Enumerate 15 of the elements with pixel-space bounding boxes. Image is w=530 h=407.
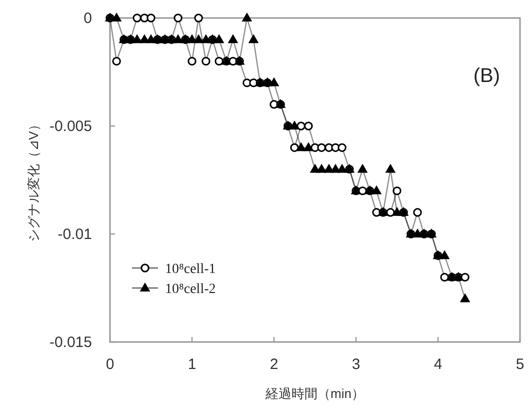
x-tick-label: 3 (352, 356, 360, 373)
x-tick-label: 0 (106, 356, 114, 373)
legend-label: 10⁸cell-1 (165, 262, 216, 277)
annotation: (B) (473, 65, 500, 87)
y-axis-title: シグナル変化（⊿V） (26, 118, 41, 242)
y-tick-label: -0.015 (49, 334, 92, 351)
y-tick-label: -0.005 (49, 118, 92, 135)
x-tick-label: 1 (188, 356, 196, 373)
y-tick-label: 0 (84, 10, 92, 27)
legend-label: 10⁸cell-2 (165, 282, 216, 297)
y-tick-label: -0.01 (58, 226, 92, 243)
x-tick-label: 5 (516, 356, 524, 373)
x-tick-label: 4 (434, 356, 442, 373)
x-axis-title: 経過時間（min） (264, 386, 364, 401)
x-tick-label: 2 (270, 356, 278, 373)
